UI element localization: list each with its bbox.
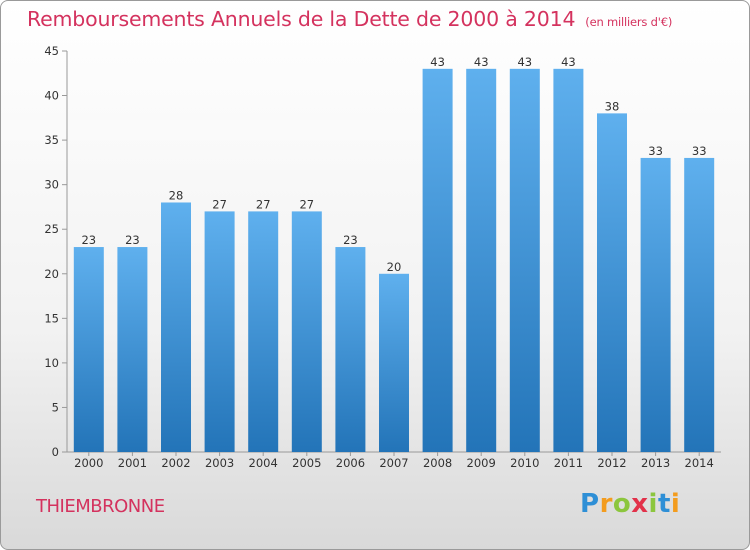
bar-value-label: 33 — [648, 144, 663, 158]
bar — [422, 68, 453, 453]
bar — [291, 211, 322, 452]
commune-name: THIEMBRONNE — [36, 496, 165, 517]
bar — [553, 68, 584, 453]
bar-value-label: 23 — [81, 233, 96, 247]
bar-value-label: 23 — [343, 233, 358, 247]
bar — [640, 157, 671, 452]
logo-letter: i — [648, 489, 658, 519]
axes: 0 5 10 15 20 25 30 35 40 45 2000 2001 2002 2003 2004 20… — [44, 44, 721, 470]
y-tick-label: 5 — [52, 400, 59, 414]
x-tick-label: 2012 — [597, 456, 626, 470]
y-tick-label: 35 — [44, 133, 59, 147]
title-unit: (en milliers d'€) — [585, 15, 673, 29]
bars: 23 23 28 27 27 27 23 20 43 43 43 43 38 33 33 — [73, 55, 715, 453]
bar — [73, 247, 104, 452]
y-tick-label: 20 — [44, 267, 59, 281]
y-tick-label: 45 — [44, 44, 59, 58]
bar-value-label: 27 — [212, 197, 227, 211]
bar-value-label: 27 — [256, 197, 271, 211]
bar — [379, 273, 409, 452]
x-tick-label: 2000 — [74, 456, 103, 470]
bar-value-label: 20 — [387, 260, 402, 274]
logo-letter: r — [599, 489, 613, 519]
bar-value-label: 23 — [125, 233, 140, 247]
y-tick-label: 40 — [44, 89, 59, 103]
bar-value-label: 27 — [299, 197, 314, 211]
x-tick-label: 2006 — [336, 456, 365, 470]
y-tick-label: 0 — [52, 445, 59, 459]
bar — [117, 247, 148, 452]
x-tick-label: 2002 — [161, 456, 190, 470]
bar — [204, 211, 235, 452]
bar-value-label: 43 — [430, 55, 445, 69]
y-tick-label: 10 — [44, 356, 59, 370]
x-tick-label: 2003 — [205, 456, 234, 470]
bar — [684, 157, 715, 452]
x-tick-label: 2008 — [423, 456, 452, 470]
bar — [248, 211, 279, 452]
bar-value-label: 33 — [692, 144, 707, 158]
bar-value-label: 38 — [605, 99, 620, 113]
bar-value-label: 43 — [474, 55, 489, 69]
x-tick-label: 2013 — [641, 456, 670, 470]
x-tick-label: 2001 — [118, 456, 147, 470]
bar — [509, 68, 540, 453]
x-tick-label: 2011 — [554, 456, 583, 470]
logo-letter: x — [631, 489, 649, 519]
logo-letter: i — [670, 489, 681, 519]
bar — [161, 202, 191, 452]
x-tick-label: 2005 — [292, 456, 321, 470]
logo-letter: o — [612, 489, 632, 519]
bar — [466, 68, 497, 453]
logo-letter: P — [580, 489, 600, 519]
y-tick-label: 25 — [44, 222, 59, 236]
chart-title: Remboursements Annuels de la Dette de 20… — [27, 7, 672, 31]
x-tick-label: 2010 — [510, 456, 539, 470]
bar-value-label: 43 — [561, 55, 576, 69]
x-tick-label: 2014 — [685, 456, 714, 470]
x-tick-label: 2004 — [249, 456, 278, 470]
y-tick-label: 15 — [44, 311, 59, 325]
y-tick-label: 30 — [44, 178, 59, 192]
bar — [597, 113, 627, 452]
bar — [335, 247, 366, 452]
proxiti-logo: Proxiti — [580, 489, 680, 519]
bar-value-label: 28 — [169, 188, 184, 202]
x-tick-label: 2009 — [467, 456, 496, 470]
x-tick-label: 2007 — [379, 456, 408, 470]
title-text: Remboursements Annuels de la Dette de 20… — [27, 7, 576, 31]
bar-value-label: 43 — [517, 55, 532, 69]
logo-letter: t — [657, 489, 671, 519]
